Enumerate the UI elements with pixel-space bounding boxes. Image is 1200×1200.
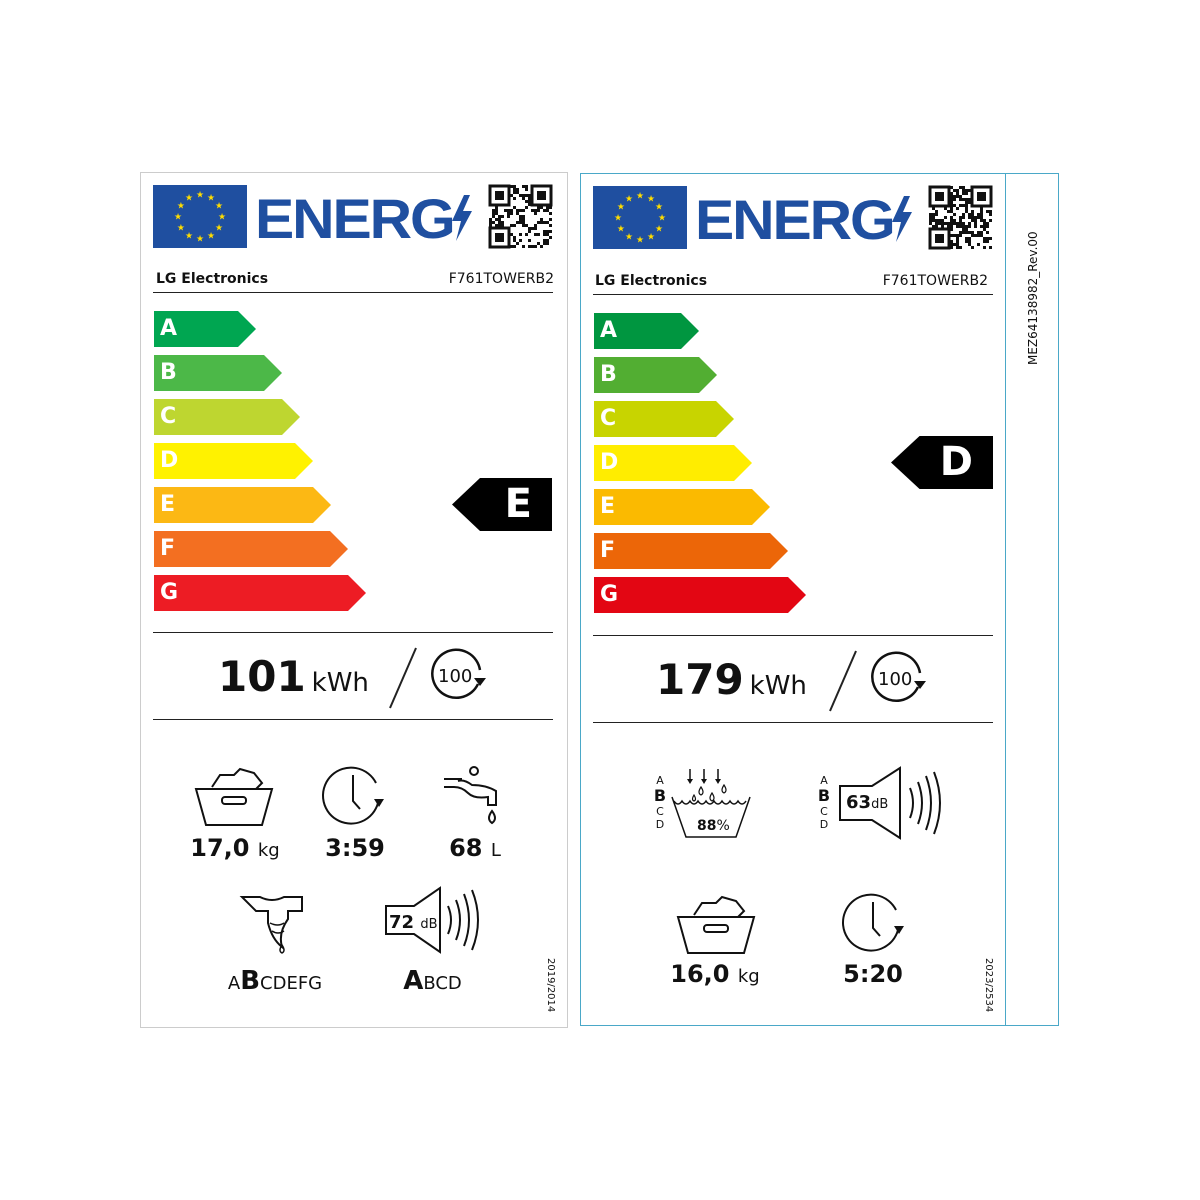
svg-text:★: ★ [647, 194, 655, 204]
rated-capacity: 17,0 kg [190, 834, 280, 862]
svg-text:★: ★ [207, 193, 215, 203]
laundry-basket-icon [194, 767, 274, 826]
svg-text:★: ★ [215, 224, 223, 234]
svg-text:★: ★ [636, 236, 644, 246]
qr-code[interactable] [488, 184, 553, 249]
energy-class-bar-e: E [594, 489, 770, 525]
divider-vertical [1005, 173, 1006, 1026]
svg-text:★: ★ [207, 232, 215, 242]
laundry-basket-icon [676, 895, 756, 954]
divider [593, 635, 993, 636]
speaker-icon [385, 886, 479, 954]
programme-duration: 3:59 [325, 834, 385, 862]
energy-class-bar-g: G [594, 577, 806, 613]
energy-brand-text: ENERG [695, 188, 896, 251]
slash [829, 650, 857, 712]
energy-class-bar-e: E [154, 487, 331, 523]
water-consumption: 68 L [449, 834, 501, 862]
svg-text:★: ★ [625, 194, 633, 204]
svg-text:★: ★ [658, 214, 666, 224]
rated-capacity: 16,0 kg [670, 960, 760, 988]
supplier-name: LG Electronics [595, 273, 708, 289]
energy-brand-text: ENERG [255, 187, 456, 250]
spin-efficiency: 88% [697, 818, 730, 834]
lightning-icon [452, 195, 472, 241]
energy-unit: kWh [311, 668, 369, 698]
noise-emission: 63dB [846, 792, 889, 813]
svg-text:★: ★ [215, 202, 223, 212]
svg-text:★: ★ [177, 224, 185, 234]
speaker-icon [839, 766, 941, 840]
energy-class-bar-g: G [154, 575, 366, 611]
energy-label-old [140, 172, 568, 1028]
svg-text:★: ★ [218, 213, 226, 223]
energy-consumption: 179 kWh [656, 655, 807, 704]
energy-class-bar-b: B [594, 357, 717, 393]
svg-text:★: ★ [185, 193, 193, 203]
spin-drying-icon [239, 896, 303, 954]
cycles-100-icon: 100 [868, 651, 932, 711]
side-code: MEZ64138982_Rev.00 [1026, 231, 1040, 365]
energy-class-bar-f: F [594, 533, 788, 569]
energy-class-bar-c: C [594, 401, 734, 437]
model-identifier: F761TOWERB2 [448, 271, 554, 287]
svg-text:★: ★ [177, 202, 185, 212]
svg-text:★: ★ [617, 225, 625, 235]
energy-class-bar-d: D [154, 443, 313, 479]
svg-text:★: ★ [655, 225, 663, 235]
programme-duration: 5:20 [843, 960, 903, 988]
model-identifier: F761TOWERB2 [882, 273, 988, 289]
divider [593, 294, 993, 295]
regulation-number: 2019/2014 [545, 958, 556, 1013]
divider [153, 719, 553, 720]
svg-text:★: ★ [614, 214, 622, 224]
noise-class: ABCD [403, 966, 462, 996]
spin-drying-class: ABCDEFG [227, 966, 323, 996]
spin-efficiency-icon [671, 769, 751, 838]
energy-class-bar-d: D [594, 445, 752, 481]
divider [153, 632, 553, 633]
svg-text:★: ★ [174, 213, 182, 223]
qr-code[interactable] [928, 185, 993, 250]
svg-text:★: ★ [185, 232, 193, 242]
svg-text:★: ★ [647, 233, 655, 243]
svg-text:★: ★ [655, 203, 663, 213]
divider [153, 292, 553, 293]
energy-value: 101 [218, 652, 306, 701]
clock-icon [322, 766, 384, 825]
svg-text:★: ★ [617, 203, 625, 213]
energy-class-bar-c: C [154, 399, 300, 435]
svg-text:★: ★ [625, 233, 633, 243]
divider [593, 722, 993, 723]
eu-flag-icon: ★ ★ ★ ★ ★ ★ ★ ★ ★ ★ ★ ★ [593, 186, 687, 249]
eu-flag-icon: ★ ★ ★ ★ ★ ★ ★ ★ ★ ★ ★ ★ [153, 185, 247, 248]
energy-label-new [580, 173, 1059, 1026]
energy-class-bar-b: B [154, 355, 282, 391]
regulation-number: 2023/2534 [983, 958, 994, 1013]
svg-text:★: ★ [196, 191, 204, 201]
noise-emission: 72 dB [389, 912, 438, 933]
cycles-100-icon: 100 [428, 648, 492, 708]
energy-consumption: 101 kWh [218, 652, 369, 701]
supplier-name: LG Electronics [156, 271, 269, 287]
svg-text:★: ★ [196, 235, 204, 245]
slash [389, 647, 417, 709]
energy-class-bar-a: A [594, 313, 699, 349]
energy-class-bar-f: F [154, 531, 348, 567]
water-tap-icon [444, 766, 497, 825]
lightning-icon [892, 196, 912, 242]
energy-class-bar-a: A [154, 311, 256, 347]
svg-text:★: ★ [636, 192, 644, 202]
clock-icon [842, 893, 904, 952]
